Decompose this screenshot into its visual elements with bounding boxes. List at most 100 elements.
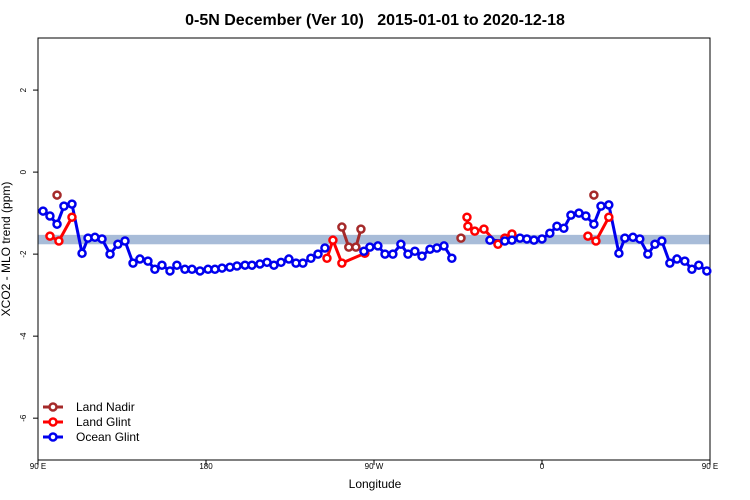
data-point [195, 266, 205, 276]
data-point [614, 248, 624, 259]
data-point [328, 235, 338, 245]
data-point [52, 219, 62, 229]
data-point [59, 201, 69, 211]
data-point [143, 256, 153, 266]
data-point [351, 242, 361, 252]
data-point [694, 260, 704, 270]
data-point [45, 211, 55, 221]
legend-swatch-marker [48, 432, 58, 442]
data-point [589, 219, 599, 229]
data-point [157, 260, 167, 270]
data-point [410, 246, 420, 257]
data-point [447, 253, 457, 263]
legend-swatch-marker [48, 417, 58, 427]
data-point [635, 234, 645, 244]
data-point [210, 264, 220, 275]
x-tick-label: 90 E [702, 462, 718, 471]
data-point [232, 261, 242, 271]
data-point [559, 223, 569, 234]
data-point [54, 236, 64, 246]
data-point [672, 254, 682, 264]
data-point [507, 235, 517, 245]
data-point [225, 262, 235, 272]
data-point [337, 258, 347, 268]
data-point [479, 224, 489, 234]
data-point [537, 234, 547, 244]
legend-label: Land Glint [76, 415, 131, 429]
data-point [356, 224, 366, 234]
data-point [306, 253, 316, 263]
data-point [462, 212, 472, 222]
data-point [97, 234, 107, 244]
data-point [591, 236, 601, 246]
y-axis-label: XCO2 - MLO trend (ppm) [0, 182, 13, 317]
data-point [456, 233, 466, 243]
data-point [67, 199, 77, 209]
data-point [702, 266, 712, 276]
data-point [120, 236, 130, 246]
data-point [165, 266, 175, 276]
data-point [529, 235, 539, 245]
x-axis-label: Longitude [349, 477, 402, 491]
data-point [313, 249, 323, 259]
data-point [365, 242, 375, 252]
data-point [545, 228, 555, 238]
data-point [439, 241, 449, 251]
data-point [604, 200, 614, 210]
data-point [566, 210, 576, 220]
x-tick-label: 0 [540, 462, 545, 471]
data-point [485, 235, 495, 245]
x-tick-label: 90 W [365, 462, 384, 471]
data-point [322, 253, 332, 263]
data-point [657, 236, 667, 246]
data-point [687, 264, 697, 275]
y-tick-label: 0 [19, 169, 28, 174]
data-point [417, 251, 427, 261]
data-point [396, 239, 406, 250]
data-point [470, 226, 480, 236]
data-point [320, 243, 330, 253]
data-point [77, 248, 87, 259]
data-point [150, 264, 160, 275]
data-point [388, 249, 398, 259]
data-point [680, 256, 690, 266]
legend-label: Ocean Glint [76, 430, 140, 444]
data-point [128, 258, 138, 268]
data-point [284, 254, 294, 264]
data-point [359, 246, 369, 257]
reference-band [38, 234, 710, 245]
data-point [52, 190, 62, 200]
legend-label: Land Nadir [76, 400, 135, 414]
data-point [113, 239, 123, 250]
data-point [247, 260, 257, 270]
data-point [620, 233, 630, 243]
data-point [172, 260, 182, 270]
data-point [665, 258, 675, 268]
x-tick-label: 180 [199, 462, 213, 471]
data-point [105, 249, 115, 259]
data-point [38, 206, 48, 216]
y-tick-label: -4 [19, 332, 28, 340]
data-point [583, 231, 593, 241]
data-point [380, 249, 390, 259]
data-point [135, 254, 145, 264]
data-point [337, 222, 347, 232]
legend-swatch-marker [48, 402, 58, 412]
x-tick-label: 90 E [30, 462, 46, 471]
data-point [463, 221, 473, 231]
data-point [522, 234, 532, 244]
data-point [298, 258, 308, 268]
data-point [276, 257, 286, 268]
data-point [589, 190, 599, 200]
data-point [604, 212, 614, 222]
data-point [187, 264, 197, 275]
data-point [67, 212, 77, 222]
data-point [596, 201, 606, 211]
chart-title: 0-5N December (Ver 10) 2015-01-01 to 202… [185, 12, 565, 29]
y-tick-label: -2 [19, 250, 28, 258]
data-point [45, 231, 55, 241]
data-point [373, 241, 383, 251]
data-point [643, 249, 653, 259]
